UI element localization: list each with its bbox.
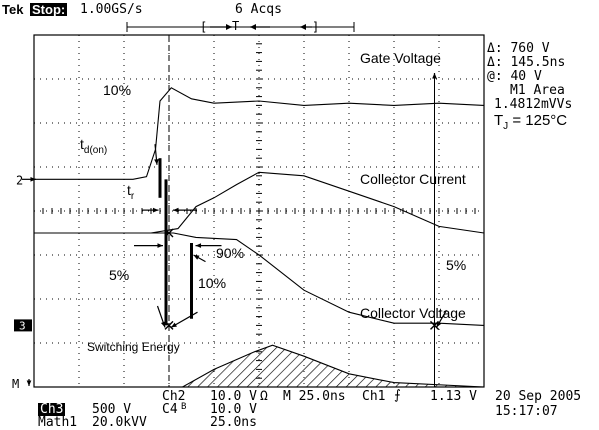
svg-text:3: 3 — [19, 319, 26, 332]
ch2-marker: 2 — [16, 173, 23, 187]
annotations — [22, 73, 448, 386]
channel-markers: 2 3 M — [12, 173, 32, 391]
math-marker: M — [12, 377, 19, 391]
collector-current-label: Collector Current — [360, 171, 466, 187]
voltage-5-arrow-head — [160, 321, 166, 328]
timebase-readout: M 25.0ns — [283, 389, 346, 404]
run-state-badge: Stop: — [30, 2, 68, 17]
collector-voltage-label: Collector Voltage — [360, 305, 466, 321]
math-area-value: 1.4812mVVs — [494, 97, 573, 112]
ch4-scale: 10.0 V — [210, 402, 257, 417]
voltage-10-arrow-head — [171, 322, 177, 328]
brand-label: Tek — [2, 2, 24, 17]
td-on-arrow-left-head — [152, 207, 159, 213]
trigger-source: Ch1 — [362, 389, 386, 404]
time-readout: 15:17:07 — [495, 404, 558, 419]
ch3-label: Ch3 — [38, 402, 66, 417]
junction-temperature: TJ = 125°C — [494, 112, 568, 132]
cursor-cross-1 — [164, 320, 174, 330]
gate-voltage-label: Gate Voltage — [360, 50, 441, 66]
math-marker-arrow-head — [26, 380, 32, 386]
trigger-slope-icon: ⨍ — [394, 388, 401, 403]
math-area-label: M1 Area — [510, 83, 565, 98]
td-on-label: td(on) — [80, 136, 107, 156]
trigger-level: 1.13 V — [430, 389, 477, 404]
switching-energy-trace — [34, 344, 485, 388]
ch4-bandwidth-icon: B — [181, 402, 187, 412]
delta-time-readout: Δ: 145.5ns — [487, 55, 566, 70]
acquisition-count: 6 Acqs — [235, 2, 282, 17]
cursor-top-arrow-head — [432, 73, 437, 79]
td-on-arrow-right-head — [173, 207, 179, 213]
gate-voltage-trace — [34, 87, 485, 180]
cursor-5-percent-label: 5% — [446, 257, 466, 273]
gate-10-arrow-head — [154, 159, 159, 165]
math1-scale: 20.0kVV — [92, 415, 147, 430]
current-90-percent-label: 90% — [216, 245, 244, 261]
switching-energy-label: Switching Energy — [87, 340, 180, 354]
voltage-5-percent-label: 5% — [109, 267, 129, 283]
date-readout: 20 Sep 2005 — [495, 389, 582, 404]
sample-rate: 1.00GS/s — [80, 2, 143, 17]
math1-time: 25.0ns — [210, 415, 257, 430]
tr-arrow-left-head — [157, 243, 163, 248]
current-90-arrow-head — [193, 255, 200, 260]
ch2-marker-arrow-head — [30, 176, 36, 182]
trigger-position-bar — [126, 22, 355, 32]
tr-arrow-right-head — [195, 243, 202, 248]
graticule — [33, 34, 485, 388]
gate-10-percent-label: 10% — [103, 82, 131, 98]
delta-voltage-readout: Δ: 760 V — [487, 41, 550, 56]
trigger-position-icon: T — [232, 19, 240, 33]
cursor-cross-2 — [430, 320, 439, 330]
voltage-10-percent-label: 10% — [198, 275, 226, 291]
ch2-label: Ch2 — [162, 389, 186, 404]
collector-voltage-trace — [34, 232, 485, 326]
cursor-cross-0 — [164, 228, 174, 238]
ch3-scale: 500 V — [92, 402, 132, 417]
ch3-marker — [14, 319, 32, 332]
cursor-at-readout: @: 40 V — [487, 69, 542, 84]
switching-energy-area — [34, 344, 485, 388]
collector-current-trace — [34, 171, 485, 234]
tr-label: tr — [127, 182, 135, 202]
ch2-scale: 10.0 V — [210, 389, 257, 404]
math1-label: Math1 — [38, 415, 78, 430]
ohm-symbol: Ω — [260, 389, 268, 404]
ch4-label: C4 — [162, 402, 178, 417]
